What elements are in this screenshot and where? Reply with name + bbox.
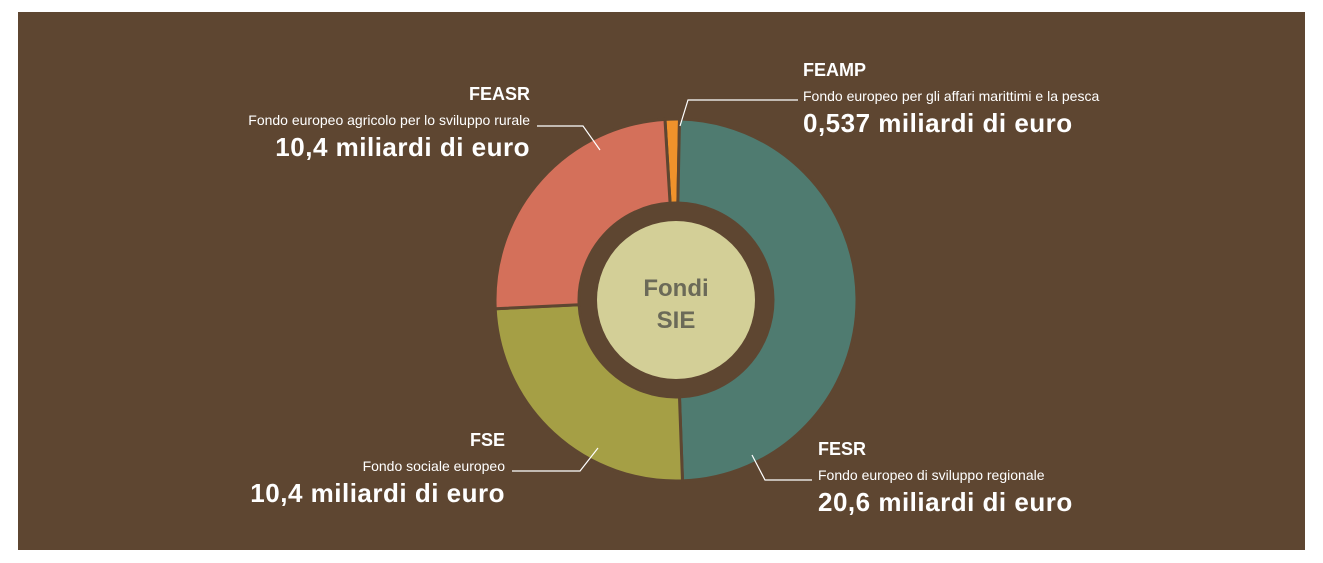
leader-line: [679, 99, 798, 127]
slice: [493, 117, 672, 311]
value-label: 20,6 miliardi di euro: [818, 487, 1073, 517]
slice-name: FEASR: [469, 84, 530, 104]
leader-line: [537, 125, 601, 151]
center-label: SIE: [657, 307, 696, 334]
slice-name: FEAMP: [803, 60, 866, 80]
value-label: 10,4 miliardi di euro: [275, 132, 530, 162]
center-label: Fondi: [643, 275, 708, 302]
slice-description: Fondo europeo agricolo per lo sviluppo r…: [248, 112, 530, 128]
slice-description: Fondo europeo per gli affari marittimi e…: [803, 88, 1099, 104]
value-label: 0,537 miliardi di euro: [803, 108, 1073, 138]
slice-name: FSE: [470, 430, 505, 450]
slice-description: Fondo sociale europeo: [363, 458, 506, 474]
center-circle: [597, 221, 755, 379]
leader-line: [751, 454, 812, 481]
slice: [493, 303, 685, 483]
value-label: 10,4 miliardi di euro: [250, 478, 505, 508]
leader-line: [512, 447, 599, 472]
slice-name: FESR: [818, 439, 866, 459]
slice: [676, 117, 859, 483]
slice-description: Fondo europeo di sviluppo regionale: [818, 467, 1045, 483]
